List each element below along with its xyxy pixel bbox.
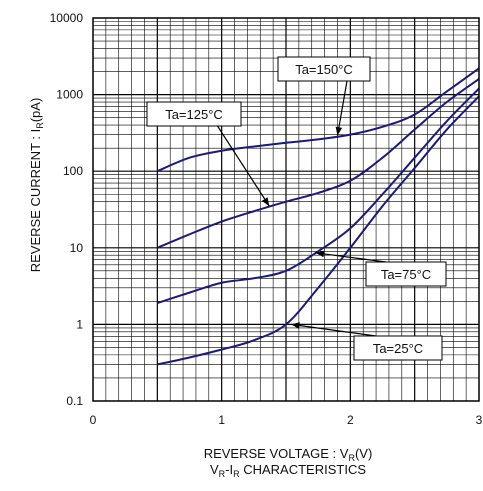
- series-label: Ta=75°C: [381, 267, 431, 282]
- x-tick-label: 0: [90, 413, 97, 427]
- y-tick-label: 10000: [50, 11, 84, 25]
- x-axis-title: REVERSE VOLTAGE : VR(V): [204, 446, 373, 463]
- callouts: Ta=150°C Ta=125°C Ta=75°C Ta=25°C: [146, 56, 447, 361]
- y-tick-label: 1000: [56, 88, 83, 102]
- x-tick-label: 1: [218, 413, 225, 427]
- callout-box: [353, 335, 443, 361]
- callout-arrow-head: [291, 322, 300, 329]
- tick-labels: 0 1 2 3 0.1 1 10 100 1000 10000: [50, 11, 483, 427]
- callout-arrow-head: [315, 250, 325, 258]
- callout-arrow-head: [261, 197, 270, 207]
- callout-arrow-line: [216, 125, 270, 207]
- series-line: [156, 67, 480, 173]
- series-line: [157, 95, 480, 366]
- series-layer: [156, 67, 480, 366]
- y-axis-title: REVERSE CURRENT : IR(pA): [28, 98, 45, 273]
- x-tick-label: 2: [347, 413, 354, 427]
- callout-box: [365, 261, 447, 287]
- y-tick-label: 100: [63, 164, 83, 178]
- y-tick-label: 1: [76, 317, 83, 331]
- series-line: [156, 78, 480, 249]
- series-label: Ta=125°C: [165, 107, 223, 122]
- series-label: Ta=150°C: [295, 62, 353, 77]
- callout-arrow-line: [291, 323, 377, 337]
- callout-arrow-head: [335, 126, 343, 136]
- series-label: Ta=25°C: [373, 341, 423, 356]
- x-tick-label: 3: [476, 413, 483, 427]
- callout-arrow-line: [336, 80, 348, 136]
- callout-box: [146, 101, 242, 127]
- plot-frame: [92, 17, 480, 402]
- y-tick-label: 0.1: [66, 394, 83, 408]
- series-line: [157, 87, 480, 304]
- callout-arrow-line: [315, 252, 387, 263]
- y-tick-label: 10: [70, 241, 84, 255]
- callout-box: [277, 56, 371, 82]
- chart-subtitle: VR-IR CHARACTERISTICS: [210, 462, 366, 479]
